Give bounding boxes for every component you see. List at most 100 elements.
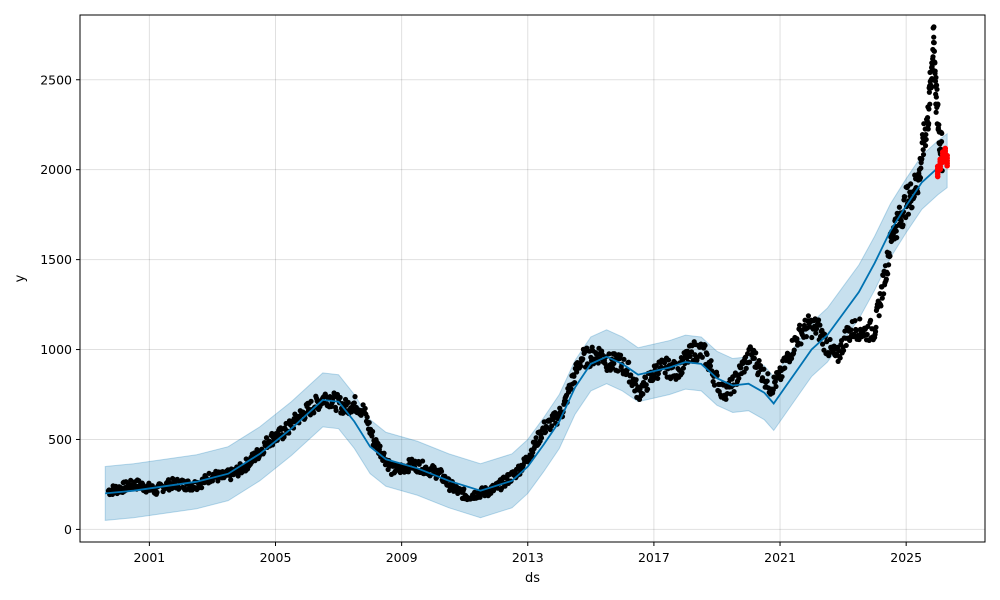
- observed-point: [687, 353, 693, 359]
- observed-point: [228, 477, 234, 483]
- x-tick-label: 2009: [386, 550, 418, 565]
- observed-point: [930, 54, 936, 60]
- observed-point: [782, 365, 788, 371]
- observed-point: [918, 165, 924, 171]
- observed-point: [269, 430, 275, 437]
- y-tick-label: 2500: [40, 72, 72, 87]
- observed-point: [653, 363, 659, 369]
- observed-point: [931, 24, 937, 30]
- fitted-trend-line: [105, 159, 948, 495]
- observed-point: [779, 374, 785, 380]
- x-axis-title: ds: [525, 571, 540, 586]
- observed-point: [794, 336, 800, 342]
- observed-point: [933, 109, 939, 115]
- observed-point: [803, 334, 809, 340]
- observed-point: [477, 494, 483, 500]
- observed-point: [438, 468, 445, 474]
- y-tick-label: 1000: [40, 342, 72, 357]
- observed-point: [881, 291, 887, 297]
- observed-point: [920, 151, 927, 158]
- observed-point: [883, 276, 889, 282]
- observed-point: [308, 398, 314, 404]
- observed-point: [611, 360, 617, 367]
- observed-point: [311, 410, 317, 416]
- observed-point: [931, 48, 937, 54]
- observed-point: [805, 313, 812, 319]
- observed-point: [893, 228, 899, 234]
- observed-point: [909, 204, 915, 210]
- x-tick-label: 2017: [638, 550, 670, 565]
- observed-point: [827, 336, 833, 343]
- x-tick-label: 2013: [512, 550, 544, 565]
- observed-point: [921, 121, 927, 127]
- observed-point: [154, 489, 160, 496]
- observed-point: [568, 386, 574, 392]
- observed-point: [840, 347, 847, 354]
- observed-point: [848, 327, 854, 333]
- observed-point: [896, 204, 903, 210]
- observed-point: [917, 175, 924, 181]
- observed-point: [798, 341, 804, 347]
- observed-point: [932, 78, 939, 84]
- observed-point: [679, 370, 685, 376]
- observed-point: [199, 485, 205, 491]
- observed-point: [128, 477, 134, 483]
- observed-point: [699, 354, 705, 360]
- observed-point: [815, 317, 822, 323]
- observed-point: [206, 470, 212, 477]
- observed-point: [761, 366, 767, 372]
- observed-point: [364, 414, 370, 420]
- y-tick-label: 500: [48, 432, 72, 447]
- observed-point: [753, 350, 759, 356]
- observed-point: [711, 382, 718, 388]
- observed-point: [885, 262, 892, 268]
- observed-point: [416, 461, 422, 467]
- observed-point: [876, 313, 882, 319]
- observed-point: [578, 363, 584, 369]
- observed-point: [644, 386, 651, 392]
- observed-point: [655, 375, 661, 382]
- observed-point: [879, 295, 885, 301]
- observed-point: [533, 435, 539, 441]
- observed-point: [377, 443, 383, 449]
- observed-points-group: [105, 24, 945, 503]
- observed-point: [932, 68, 938, 74]
- observed-point: [655, 371, 662, 377]
- observed-point: [935, 101, 941, 107]
- observed-point: [633, 377, 639, 383]
- observed-point: [764, 378, 770, 384]
- observed-point: [934, 86, 940, 92]
- observed-point: [362, 405, 368, 412]
- x-tick-label: 2005: [260, 550, 292, 565]
- x-tick-label: 2021: [764, 550, 796, 565]
- observed-point: [702, 342, 708, 349]
- observed-point: [572, 379, 578, 386]
- observed-point: [932, 60, 938, 66]
- observed-point: [765, 371, 771, 377]
- observed-point: [773, 383, 779, 390]
- observed-point: [617, 352, 624, 358]
- observed-point: [680, 365, 687, 371]
- x-tick-label: 2001: [133, 550, 165, 565]
- observed-point: [542, 429, 549, 435]
- observed-point: [869, 326, 875, 332]
- observed-point: [707, 363, 714, 369]
- observed-point: [688, 349, 695, 355]
- observed-point: [621, 356, 627, 362]
- y-tick-label: 2000: [40, 162, 72, 177]
- observed-point: [928, 85, 934, 91]
- observed-point: [925, 126, 931, 132]
- observed-point: [826, 350, 832, 357]
- observed-point: [662, 370, 668, 376]
- observed-point: [366, 419, 372, 426]
- observed-point: [865, 323, 871, 329]
- observed-point: [837, 355, 843, 361]
- observed-point: [817, 322, 823, 328]
- observed-point: [813, 326, 820, 332]
- observed-point: [926, 120, 932, 127]
- observed-point: [887, 253, 893, 259]
- observed-point: [857, 316, 863, 322]
- observed-point: [873, 324, 879, 330]
- observed-point: [852, 318, 858, 324]
